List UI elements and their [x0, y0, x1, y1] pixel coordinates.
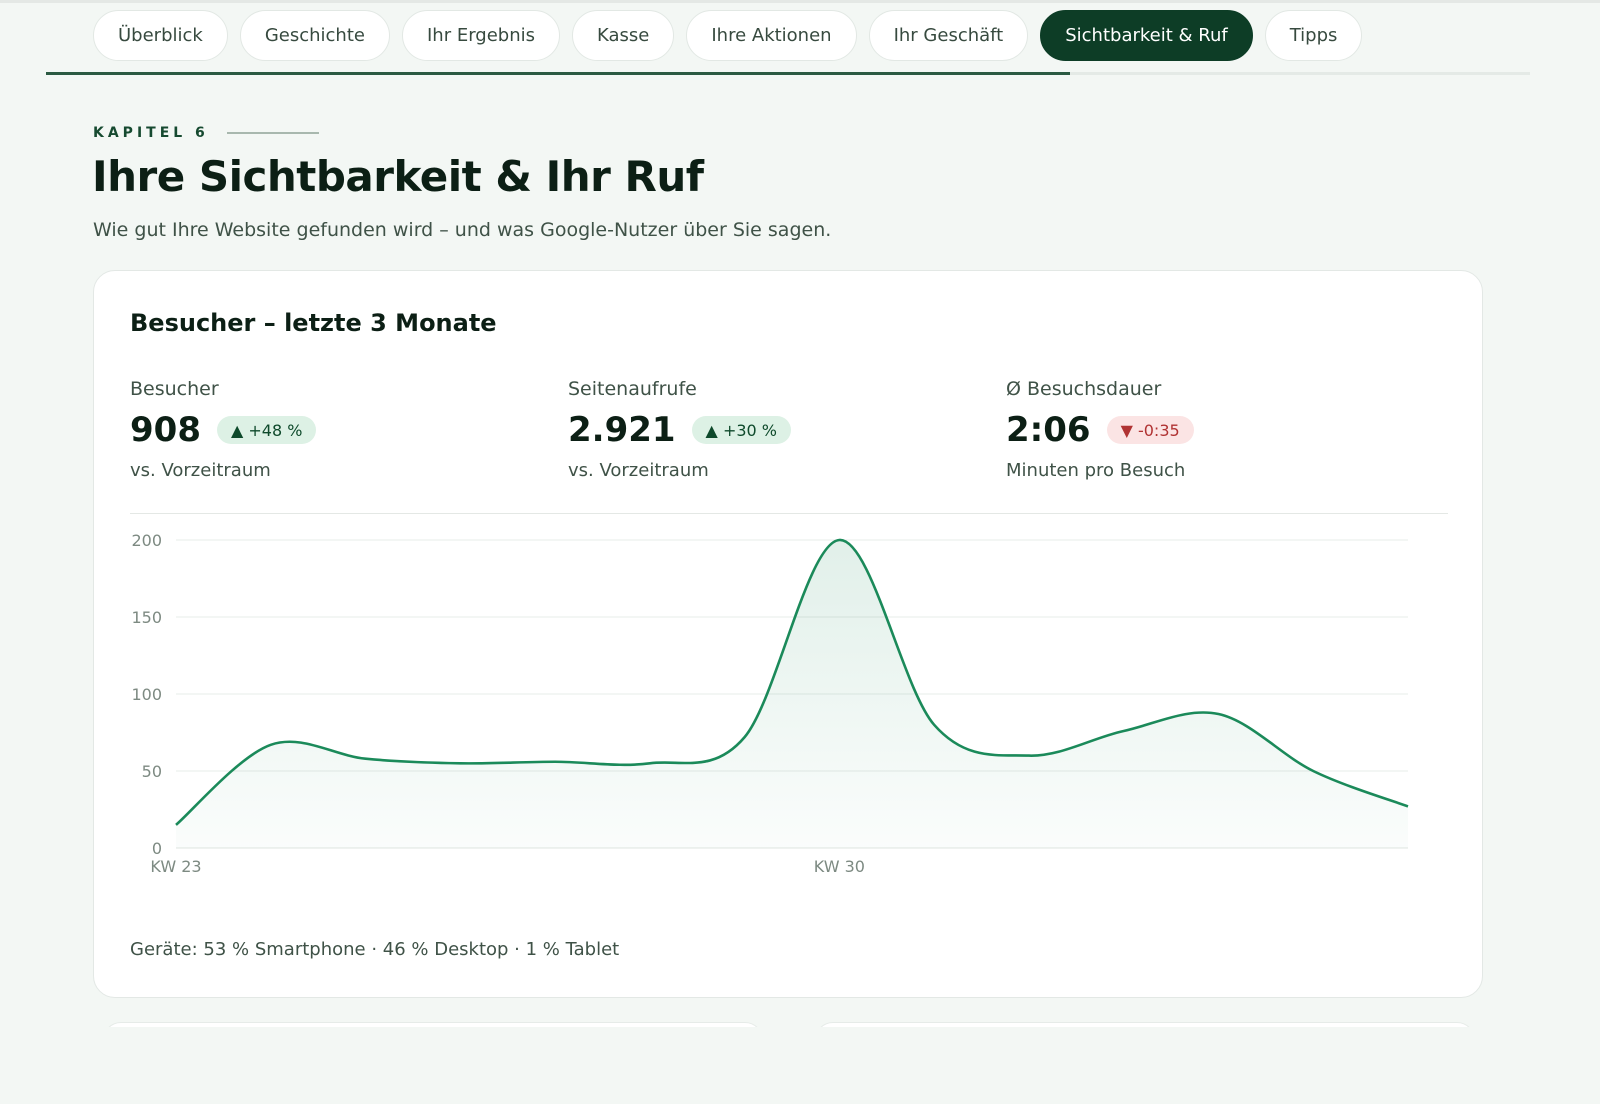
kpi-divider — [130, 513, 1448, 514]
kpi-delta-badge: ▼ -0:35 — [1106, 416, 1194, 444]
tab-ihr-ergebnis[interactable]: Ihr Ergebnis — [401, 10, 560, 61]
device-breakdown: Geräte: 53 % Smartphone · 46 % Desktop ·… — [130, 939, 620, 960]
y-tick-label: 200 — [131, 531, 162, 550]
kpi-visit-duration: Ø Besuchsdauer 2:06 ▼ -0:35 Minuten pro … — [1006, 378, 1194, 481]
chapter-nav: Überblick Geschichte Ihr Ergebnis Kasse Ihre… — [93, 10, 1363, 61]
kpi-subtext: vs. Vorzeitraum — [568, 460, 709, 481]
card-title: Besucher – letzte 3 Monate — [130, 309, 497, 337]
x-tick-label: KW 23 — [150, 857, 201, 876]
y-tick-label: 50 — [142, 762, 162, 781]
visitors-card: Besucher – letzte 3 Monate Besucher 908 … — [93, 270, 1483, 998]
page-subtitle: Wie gut Ihre Website gefunden wird – und… — [93, 219, 832, 241]
tab-sichtbarkeit-ruf[interactable]: Sichtbarkeit & Ruf — [1040, 10, 1253, 61]
visitors-chart: 0 50 100 150 200 KW 23 KW 30 — [131, 531, 1409, 876]
y-tick-label: 150 — [131, 608, 162, 627]
y-tick-label: 0 — [152, 839, 162, 858]
chapter-progress-fill — [46, 72, 1070, 75]
kpi-subtext: Minuten pro Besuch — [1006, 460, 1186, 481]
tab-kasse[interactable]: Kasse — [572, 10, 675, 61]
kpi-visitors: Besucher 908 ▲ +48 % vs. Vorzeitraum — [130, 378, 317, 481]
kpi-value: 2:06 — [1006, 410, 1091, 450]
tab-ihre-aktionen[interactable]: Ihre Aktionen — [686, 10, 857, 61]
chapter-progress-track — [46, 72, 1530, 75]
kpi-value: 2.921 — [568, 410, 676, 450]
visitors-line — [175, 538, 1409, 826]
kpi-delta-badge: ▲ +30 % — [691, 416, 791, 444]
kpi-subtext: vs. Vorzeitraum — [130, 460, 271, 481]
kpi-label: Ø Besuchsdauer — [1006, 378, 1162, 400]
visitors-area — [176, 539, 1408, 848]
kpi-delta-badge: ▲ +48 % — [216, 416, 317, 444]
kpi-label: Seitenaufrufe — [568, 378, 697, 400]
kpi-label: Besucher — [130, 378, 219, 400]
tab-tipps[interactable]: Tipps — [1264, 10, 1363, 61]
tab-ihr-geschäft[interactable]: Ihr Geschäft — [868, 10, 1029, 61]
kicker-rule — [226, 132, 319, 134]
page-title: Ihre Sichtbarkeit & Ihr Ruf — [92, 152, 704, 201]
chapter-kicker: KAPITEL 6 — [93, 125, 319, 141]
x-tick-label: KW 30 — [814, 857, 865, 876]
kpi-pageviews: Seitenaufrufe 2.921 ▲ +30 % vs. Vorzeitr… — [568, 378, 791, 481]
tab-überblick[interactable]: Überblick — [93, 10, 228, 61]
y-tick-label: 100 — [131, 685, 162, 704]
page-fade — [0, 1027, 1600, 1104]
tab-geschichte[interactable]: Geschichte — [239, 10, 390, 61]
kpi-value: 908 — [130, 410, 201, 450]
chapter-kicker-text: KAPITEL 6 — [93, 125, 209, 141]
top-border — [0, 0, 1600, 3]
